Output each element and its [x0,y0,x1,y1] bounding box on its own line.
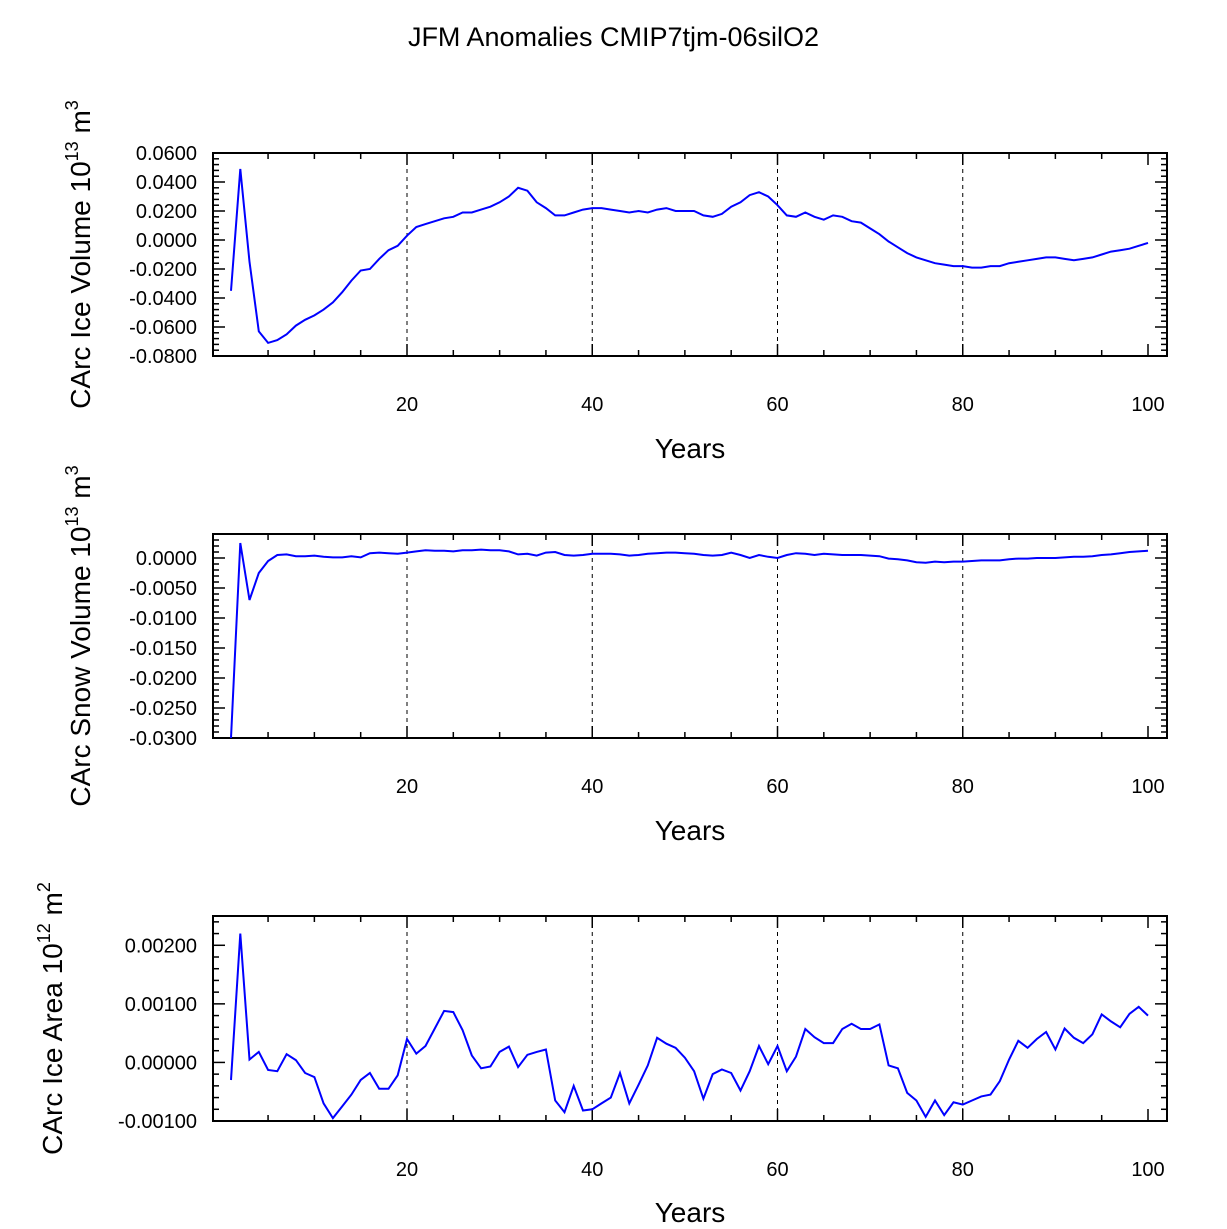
y-tick-label: 0.0200 [136,201,197,223]
x-tick-label: 40 [581,394,603,416]
y-tick-label: 0.0600 [136,143,197,165]
x-tick-label: 40 [581,776,603,798]
y-axis-title-name: CArc Ice Area 10 [37,943,68,1155]
series-line [230,933,1149,1120]
y-tick-label: -0.0150 [129,638,197,660]
plot-frame [212,533,1168,739]
x-tick-label: 60 [766,394,788,416]
y-tick-label: 0.00000 [125,1052,197,1074]
x-axis-title: Years [655,815,726,846]
x-tick-label: 20 [396,394,418,416]
y-axis-title-unit: m [37,892,68,923]
x-tick-label: 20 [396,1159,418,1181]
x-tick-label: 20 [396,776,418,798]
y-tick-label: -0.0300 [129,728,197,750]
y-tick-label: -0.0100 [129,608,197,630]
x-tick-label: 60 [766,776,788,798]
series-line [230,542,1149,738]
panel-3: 20 40 60 80 100 0.00200 0.00100 0.00000 -0.00100… [34,882,1168,1228]
series-line [230,168,1149,345]
y-axis-title: CArc Ice Volume 1013 m3 [62,100,96,409]
y-tick-label: 0.0400 [136,172,197,194]
plot-frame [212,152,1168,357]
y-tick-label: -0.0050 [129,578,197,600]
x-tick-label: 60 [766,1159,788,1181]
x-tick-label: 80 [952,776,974,798]
x-tick-label: 80 [952,394,974,416]
y-axis-title-name: CArc Snow Volume 10 [65,527,96,807]
x-tick-label: 80 [952,1159,974,1181]
y-tick-label: -0.0600 [129,317,197,339]
y-axis-title-exponent: 12 [34,923,54,943]
y-tick-label: 0.0000 [136,230,197,252]
y-axis-title-exponent: 13 [62,506,82,526]
y-tick-label: 0.0000 [136,548,197,570]
y-axis-title-unit-exponent: 2 [34,882,54,892]
plot-frame [212,915,1168,1122]
x-axis-title: Years [655,1197,726,1228]
y-axis-title: CArc Snow Volume 1013 m3 [62,465,96,806]
panel-2: 20 40 60 80 100 0.0000 -0.0050 -0.0100 -0.0150 -0… [62,465,1168,846]
y-tick-label: -0.0200 [129,668,197,690]
y-axis-title-unit-exponent: 3 [62,100,82,110]
y-tick-label: -0.0200 [129,259,197,281]
y-tick-label: -0.0800 [129,346,197,368]
x-tick-label: 100 [1131,394,1164,416]
x-tick-label: 100 [1131,776,1164,798]
y-axis-title-unit: m [65,110,96,141]
y-tick-label: -0.00100 [118,1111,197,1133]
y-axis-title: CArc Ice Area 1012 m2 [34,882,68,1155]
y-tick-label: 0.00100 [125,994,197,1016]
x-axis-title: Years [655,433,726,464]
y-axis-title-name: CArc Ice Volume 10 [65,161,96,408]
y-axis-title-exponent: 13 [62,141,82,161]
x-tick-label: 100 [1131,1159,1164,1181]
y-axis-title-unit: m [65,475,96,506]
panel-1: 20 40 60 80 100 0.0600 0.0400 0.0200 0.0000 -0.02… [62,100,1168,464]
y-axis-title-unit-exponent: 3 [62,465,82,475]
y-tick-label: -0.0400 [129,288,197,310]
y-tick-label: 0.00200 [125,935,197,957]
x-tick-label: 40 [581,1159,603,1181]
y-tick-label: -0.0250 [129,698,197,720]
chart-title: JFM Anomalies CMIP7tjm-06silO2 [407,22,820,52]
